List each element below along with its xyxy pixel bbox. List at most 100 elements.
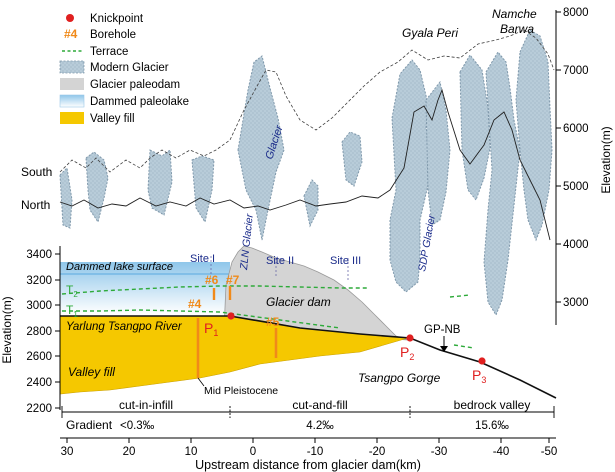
glacier-polygon-3 xyxy=(147,149,173,216)
right-tick-label-4000: 4000 xyxy=(563,239,589,251)
zln-glacier-label: ZLN Glacier xyxy=(238,213,256,271)
knickpoint-p2 xyxy=(406,334,414,342)
terrace-t1-letter: T xyxy=(66,303,74,317)
knickpoint-p1-sub: 1 xyxy=(213,328,218,338)
legend: Knickpoint #4 Borehole Terrace Modern Gl… xyxy=(59,13,189,125)
segment-1-label: cut-in-infill xyxy=(119,398,173,412)
knickpoint-p3-label: P3 xyxy=(472,367,486,385)
peak-namche-label-2: Barwa xyxy=(500,22,534,36)
terrace-t1-label: T1 xyxy=(66,303,78,319)
right-tick-label-6000: 6000 xyxy=(563,123,589,135)
knickpoint-p2-sub: 2 xyxy=(409,352,414,362)
right-tick-label-8000: 8000 xyxy=(563,7,589,19)
glacier-dam-label: Glacier dam xyxy=(266,295,331,309)
left-tick-label-3000: 3000 xyxy=(26,300,52,312)
legend-paleolake-label: Dammed paleolake xyxy=(90,96,189,108)
right-tick-label-3000: 3000 xyxy=(563,297,589,309)
legend-valley-fill-swatch xyxy=(60,112,84,124)
knickpoint-p1 xyxy=(227,312,235,320)
x-axis-title: Upstream distance from glacier dam(km) xyxy=(195,458,421,472)
segment-3-label: bedrock valley xyxy=(454,398,531,412)
profile-south-label: South xyxy=(21,165,52,179)
legend-knickpoint-label: Knickpoint xyxy=(90,13,144,25)
x-tick-label-m40: -40 xyxy=(493,446,510,458)
legend-valley-fill-label: Valley fill xyxy=(90,113,135,125)
right-axis: 8000 7000 6000 5000 4000 3000 Elevation(… xyxy=(555,7,613,325)
terrace-extra-2 xyxy=(453,344,475,349)
lower-profile-group xyxy=(59,245,557,399)
modern-glacier-polygons xyxy=(59,29,553,317)
glacier-polygon-10 xyxy=(459,54,491,202)
glacier-polygon-5 xyxy=(237,55,285,241)
glacier-polygon-2 xyxy=(85,151,109,224)
glacier-polygon-6 xyxy=(303,179,319,228)
left-tick-label-2800: 2800 xyxy=(26,326,52,338)
mid-pleistocene-label: Mid Pleistocene xyxy=(204,385,278,397)
terrace-t2-line xyxy=(61,285,368,295)
x-tick-label-m30: -30 xyxy=(431,446,448,458)
glacier-polygon-8 xyxy=(389,59,433,293)
left-axis: 3400 3200 3000 2800 2600 2400 2200 Eleva… xyxy=(0,246,61,415)
segment-brackets xyxy=(61,406,555,418)
lake-surface-label: Dammed lake surface xyxy=(66,261,173,273)
gradient-2-value: 4.2‰ xyxy=(306,420,334,432)
site-ii-label: Site II xyxy=(266,255,294,267)
terrace-t2-sub: 2 xyxy=(73,290,78,299)
site-i-label: Site I xyxy=(190,253,215,265)
x-tick-label-20: 20 xyxy=(123,446,136,458)
legend-borehole-label: Borehole xyxy=(90,29,136,41)
left-tick-label-2600: 2600 xyxy=(26,351,52,363)
x-tick-label-10: 10 xyxy=(185,446,198,458)
north-profile-line xyxy=(59,88,551,241)
legend-modern-glacier-swatch xyxy=(59,60,85,74)
x-tick-label-m50: -50 xyxy=(541,446,558,458)
right-tick-label-5000: 5000 xyxy=(563,181,589,193)
peak-gyala-label: Gyala Peri xyxy=(402,26,458,40)
legend-paleodam-label: Glacier paleodam xyxy=(90,79,180,91)
glacier-polygon-7 xyxy=(341,131,363,187)
knickpoint-p1-letter: P xyxy=(204,320,213,336)
knickpoint-p3-letter: P xyxy=(472,367,481,383)
right-tick-label-7000: 7000 xyxy=(563,65,589,77)
terrace-t1-sub: 1 xyxy=(73,310,78,319)
glacier-polygon-12 xyxy=(515,29,553,242)
left-tick-label-3200: 3200 xyxy=(26,275,52,287)
segment-2-label: cut-and-fill xyxy=(292,398,347,412)
terrace-t1-line xyxy=(62,309,341,329)
borehole-5-label: #5 xyxy=(266,315,280,329)
borehole-6-label: #6 xyxy=(205,273,219,287)
glacier-polygon-1 xyxy=(59,166,73,229)
gradient-1-value: <0.3‰ xyxy=(120,420,155,432)
legend-borehole-symbol: #4 xyxy=(64,27,78,41)
terrace-extra-1 xyxy=(449,294,471,298)
terrace-t2-label: T2 xyxy=(66,283,78,299)
south-profile-line xyxy=(59,29,555,173)
left-axis-title: Elevation(m) xyxy=(0,296,14,363)
valley-fill-label: Valley fill xyxy=(68,365,115,379)
legend-modern-glacier-label: Modern Glacier xyxy=(90,62,169,74)
x-tick-label-m20: -20 xyxy=(369,446,386,458)
x-axis: 30 20 10 0 -10 -20 -30 -40 -50 Upstream … xyxy=(60,437,558,472)
x-tick-label-0: 0 xyxy=(250,446,256,458)
legend-knickpoint-swatch xyxy=(66,14,74,22)
knickpoint-p2-letter: P xyxy=(400,344,409,360)
gradient-3-value: 15.6‰ xyxy=(475,420,509,432)
legend-paleodam-swatch xyxy=(60,78,84,90)
x-tick-label-30: 30 xyxy=(61,446,74,458)
knickpoint-p2-label: P2 xyxy=(400,344,414,362)
legend-terrace-label: Terrace xyxy=(90,46,128,58)
glacier-polygon-4 xyxy=(191,155,215,224)
gpnb-arrow-head xyxy=(440,346,448,352)
x-tick-label-m10: -10 xyxy=(307,446,324,458)
knickpoint-p3-sub: 3 xyxy=(481,375,486,385)
borehole-4-label: #4 xyxy=(188,297,202,311)
upper-profile-group xyxy=(59,29,555,317)
glacier-polygon-11 xyxy=(483,51,521,317)
dammed-lake-body xyxy=(60,262,230,314)
glacier-polygon-9 xyxy=(425,80,451,226)
site-iii-label: Site III xyxy=(330,255,361,267)
right-axis-title: Elevation(m) xyxy=(599,126,613,193)
left-tick-label-3400: 3400 xyxy=(26,249,52,261)
knickpoint-p1-label: P1 xyxy=(204,320,218,338)
